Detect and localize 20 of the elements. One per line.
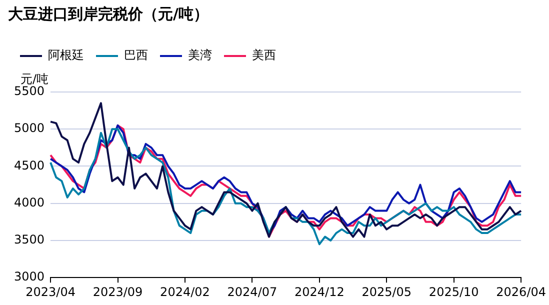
y-tick-label: 3000 (14, 270, 45, 284)
y-axis-title: 元/吨 (20, 72, 49, 86)
x-tick-label: 2025/10 (428, 284, 479, 299)
y-tick-label: 5000 (14, 121, 45, 136)
x-tick-label: 2023/04 (26, 284, 76, 299)
legend-label: 美西 (252, 48, 276, 62)
y-tick-label: 4000 (14, 195, 45, 210)
x-tick-label: 2024/02 (160, 284, 210, 299)
x-tick-label: 2026/04 (496, 284, 546, 299)
x-tick-label: 2023/09 (92, 284, 143, 299)
y-tick-label: 3500 (14, 232, 45, 247)
legend-label: 美湾 (188, 48, 212, 62)
legend-label: 阿根廷 (48, 48, 84, 62)
x-tick-label: 2024/12 (294, 284, 344, 299)
y-tick-label: 4500 (14, 158, 45, 172)
x-tick-label: 2024/07 (227, 284, 278, 299)
x-tick-label: 2025/05 (362, 284, 412, 299)
chart-title: 大豆进口到岸完税价（元/吨） (8, 4, 208, 23)
legend-label: 巴西 (124, 48, 148, 62)
y-tick-label: 5500 (14, 84, 45, 98)
